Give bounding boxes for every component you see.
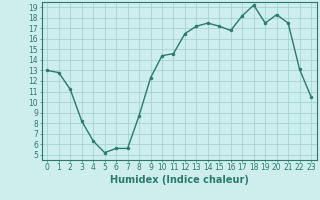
X-axis label: Humidex (Indice chaleur): Humidex (Indice chaleur) xyxy=(110,175,249,185)
